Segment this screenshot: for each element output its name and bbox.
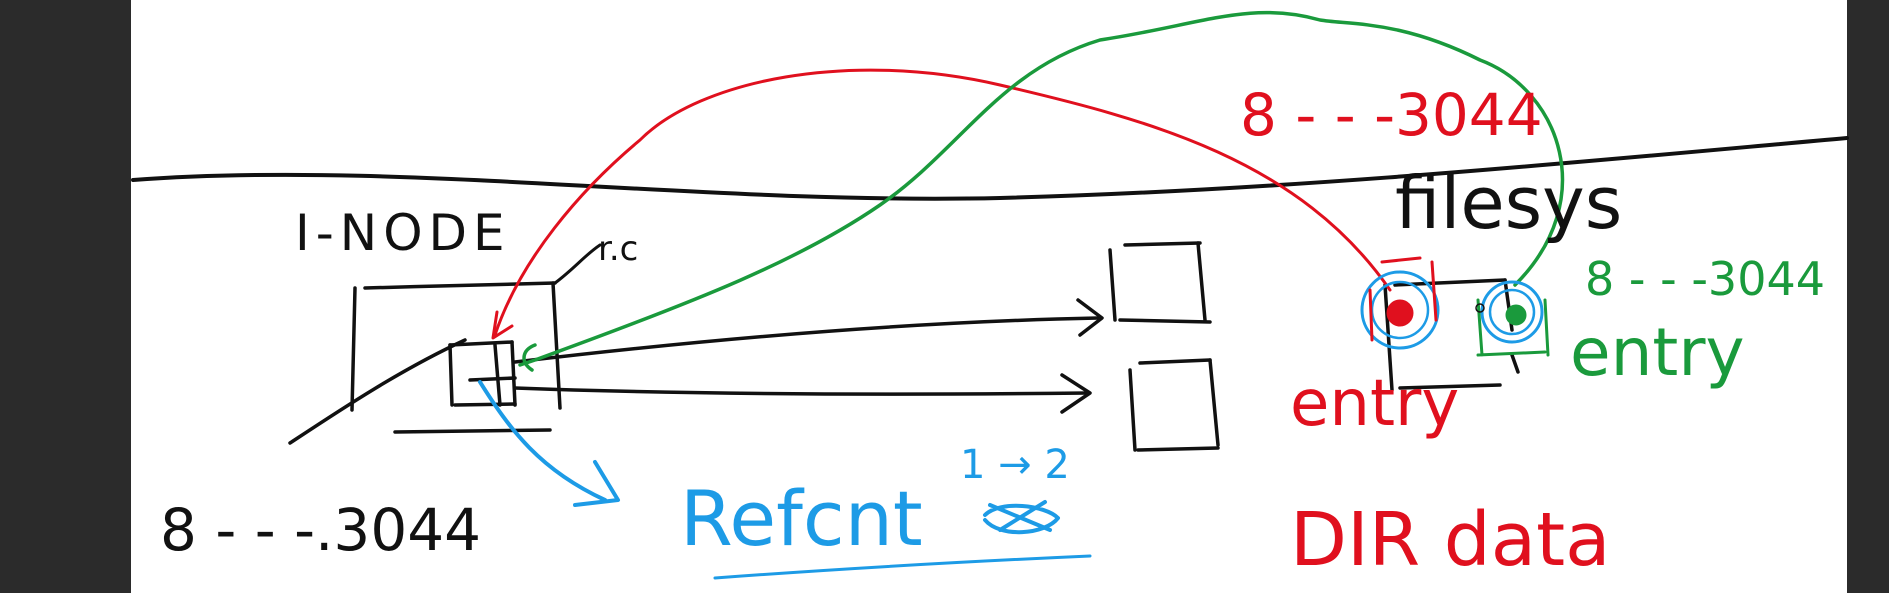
inode-label: I-NODE (295, 204, 511, 262)
green-entry-marker (1475, 280, 1550, 357)
whiteboard-canvas (131, 0, 1847, 593)
inode-slope-line (288, 338, 467, 445)
red-range-label: 8 - - -3044 (1240, 81, 1543, 149)
refcnt-label: Refcnt (680, 474, 923, 563)
refcount-cell (448, 340, 517, 407)
pointer-arrow-upper (513, 316, 1100, 364)
red-link-arrowhead (491, 310, 514, 340)
entry-label-red: entry (1290, 367, 1459, 441)
range-label-bottom: 8 - - -.3044 (160, 496, 481, 564)
pointer-arrow-lower-head (1060, 373, 1092, 414)
divider-line (131, 136, 1849, 201)
rc-pointer-line (553, 243, 602, 285)
green-link-hook (522, 343, 537, 372)
refcnt-arrow (478, 380, 607, 502)
data-block-lower (1128, 358, 1220, 452)
left-frame (0, 0, 131, 593)
green-link-curve (518, 10, 1565, 367)
refcnt-old-value-scribble (983, 500, 1060, 535)
green-range-label: 8 - - -3044 (1585, 252, 1825, 306)
pointer-arrow-lower (513, 386, 1090, 396)
refcnt-arrowhead (573, 460, 620, 507)
data-block-upper (1108, 241, 1212, 324)
refcnt-change-label: 1 → 2 (960, 442, 1070, 488)
inode-box (350, 281, 562, 434)
rc-label: r.c (598, 229, 638, 269)
red-link-curve (493, 68, 1392, 337)
pointer-arrow-upper-head (1076, 298, 1104, 337)
entry-label-green: entry (1570, 314, 1745, 391)
right-frame (1847, 0, 1889, 593)
refcnt-underline (713, 554, 1092, 580)
filesys-label: filesys (1395, 161, 1622, 245)
dir-data-label: DIR data (1290, 497, 1610, 583)
red-entry-marker (1360, 256, 1440, 350)
